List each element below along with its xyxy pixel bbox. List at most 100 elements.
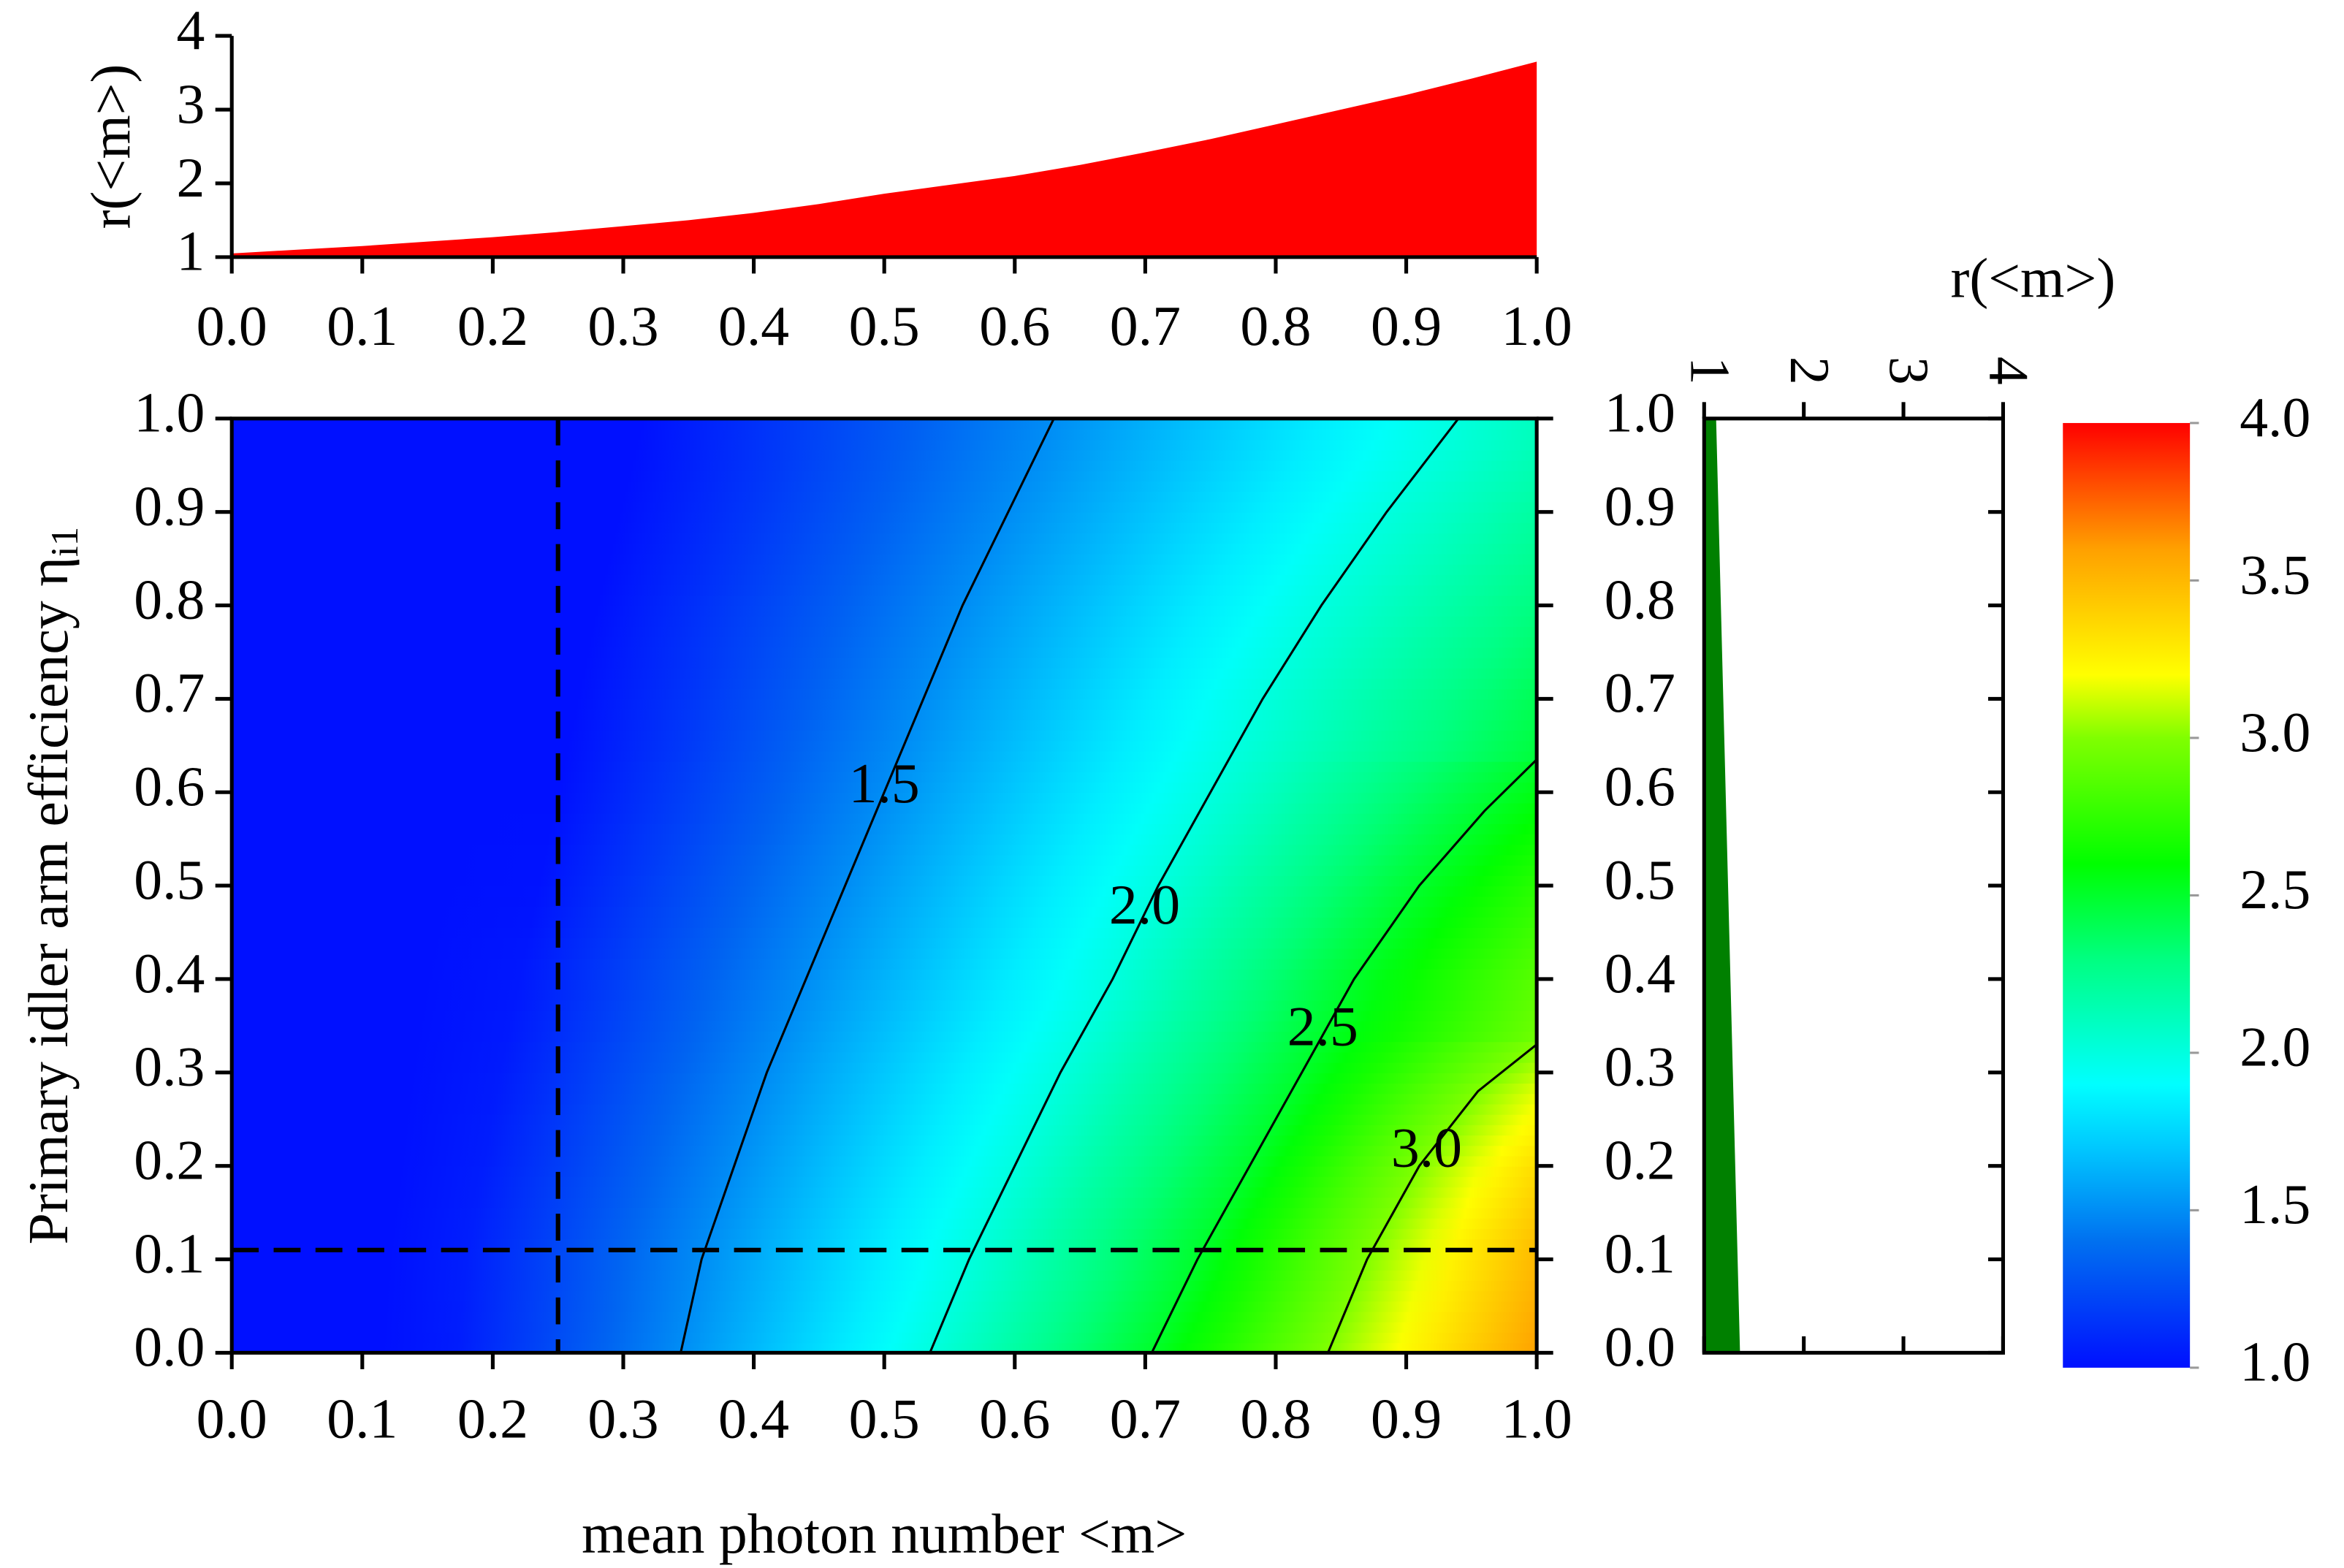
contour-fill <box>232 1175 1537 1188</box>
contour-fill <box>232 532 1537 544</box>
contour-fill <box>232 511 1537 523</box>
colorbar-tick-label: 1.0 <box>2240 1331 2310 1393</box>
contour-fill <box>232 822 1537 835</box>
contour-fill <box>232 490 1537 503</box>
x-tick-label: 0.9 <box>1371 1387 1442 1450</box>
y-axis-label: Primary idler arm efficiency ηi1 <box>17 527 87 1245</box>
x-tick-label: 1.0 <box>1502 294 1572 357</box>
colorbar-tick-label: 4.0 <box>2240 386 2310 449</box>
contour-fill <box>232 646 1537 658</box>
contour-fill <box>232 1279 1537 1292</box>
y-tick-label: 1 <box>177 220 205 283</box>
colorbar <box>2063 422 2191 1368</box>
contour-fill <box>232 677 1537 690</box>
panel-frame <box>1702 416 2005 1355</box>
contour-line <box>1326 1043 1538 1354</box>
x-tick-label: 0.3 <box>587 1387 658 1450</box>
contour-fill <box>232 718 1537 731</box>
y-tick-label: 0.9 <box>1605 475 1675 538</box>
contour-fill <box>232 1154 1537 1167</box>
contour-fill <box>232 885 1537 897</box>
x-tick-label: 3 <box>1878 357 1941 385</box>
contour-fill <box>232 427 1537 441</box>
x-tick-label: 0.1 <box>327 294 397 357</box>
contour-fill <box>232 552 1537 565</box>
x-tick-label: 0.2 <box>457 1387 528 1450</box>
contour-fill <box>232 1165 1537 1177</box>
y-tick-label: 0.2 <box>134 1129 205 1192</box>
contour-fill <box>232 853 1537 866</box>
x-tick-label: 0.5 <box>849 1387 920 1450</box>
contour-fill <box>232 459 1537 471</box>
contour-fill <box>232 1071 1537 1084</box>
area <box>1704 418 1740 1353</box>
contour-fill <box>232 438 1537 451</box>
contour-fill <box>232 1123 1537 1136</box>
colorbar-tick-label: 3.0 <box>2240 701 2310 764</box>
colorbar-tick-label: 2.5 <box>2240 858 2310 921</box>
x-tick-label: 0.4 <box>718 294 789 357</box>
y-tick-label: 1.0 <box>1605 381 1675 444</box>
contour-fill <box>232 1113 1537 1125</box>
x-tick-label: 0.3 <box>587 294 658 357</box>
y-tick-label: 4 <box>177 0 205 61</box>
x-tick-label: 0.9 <box>1371 294 1442 357</box>
contour-fill <box>232 916 1537 928</box>
contour-fill <box>232 947 1537 959</box>
y-tick-label: 0.3 <box>1605 1035 1675 1098</box>
area <box>232 61 1537 257</box>
contour-fill <box>232 833 1537 845</box>
contour-fill <box>232 1227 1537 1240</box>
contour-fill <box>232 688 1537 700</box>
colorbar-tick-label: 2.0 <box>2240 1016 2310 1078</box>
x-axis-label: mean photon number <m> <box>582 1502 1187 1565</box>
x-tick-label: 0.7 <box>1110 1387 1181 1450</box>
contour-fill <box>232 874 1537 887</box>
y-tick-label: 0.4 <box>134 942 205 1005</box>
contour-fill <box>232 843 1537 856</box>
colorbar-tick-label: 1.5 <box>2240 1173 2310 1236</box>
y-axis-label: r(<m>) <box>80 64 142 229</box>
x-tick-label: 0.0 <box>197 294 267 357</box>
x-tick-label: 0.6 <box>979 294 1050 357</box>
contour-fill <box>232 636 1537 648</box>
contour-fill <box>232 1092 1537 1105</box>
contour-fill <box>232 594 1537 606</box>
y-tick-label: 2 <box>177 146 205 209</box>
x-tick-label: 1.0 <box>1502 1387 1572 1450</box>
contour-fill <box>232 708 1537 720</box>
contour-fill <box>232 573 1537 586</box>
y-axis-label-main: Primary idler arm efficiency η <box>17 557 80 1244</box>
y-axis-label-subscript: i1 <box>43 527 86 557</box>
contour-fill <box>232 1290 1537 1302</box>
contour-fill <box>232 469 1537 482</box>
contour-fill <box>232 1061 1537 1073</box>
colorbar-tick-label: 3.5 <box>2240 543 2310 606</box>
x-tick-label: 0.2 <box>457 294 528 357</box>
contour-line <box>680 418 1055 1353</box>
contour-fill <box>232 1238 1537 1250</box>
y-tick-label: 0.9 <box>134 475 205 538</box>
contour-fill <box>232 449 1537 461</box>
y-tick-label: 0.5 <box>134 848 205 911</box>
contour-fill <box>232 1030 1537 1043</box>
contour-fill <box>232 1217 1537 1229</box>
contour-fill <box>232 666 1537 680</box>
x-tick-label: 4 <box>1978 357 2041 385</box>
y-tick-label: 0.3 <box>134 1035 205 1098</box>
contour-fill <box>232 1144 1537 1157</box>
x-tick-label: 1 <box>1678 357 1741 385</box>
contour-fill <box>232 905 1537 918</box>
contour-fill <box>232 584 1537 596</box>
y-tick-label: 0.1 <box>1605 1222 1675 1285</box>
y-tick-label: 0.0 <box>1605 1315 1675 1378</box>
contour-label: 2.0 <box>1109 873 1180 936</box>
x-tick-label: 0.0 <box>197 1387 267 1450</box>
x-tick-label: 2 <box>1778 357 1841 385</box>
y-tick-label: 0.6 <box>1605 755 1675 818</box>
y-tick-label: 0.5 <box>1605 848 1675 911</box>
contour-fill <box>232 864 1537 876</box>
x-tick-label: 0.4 <box>718 1387 789 1450</box>
x-tick-label: 0.7 <box>1110 294 1181 357</box>
